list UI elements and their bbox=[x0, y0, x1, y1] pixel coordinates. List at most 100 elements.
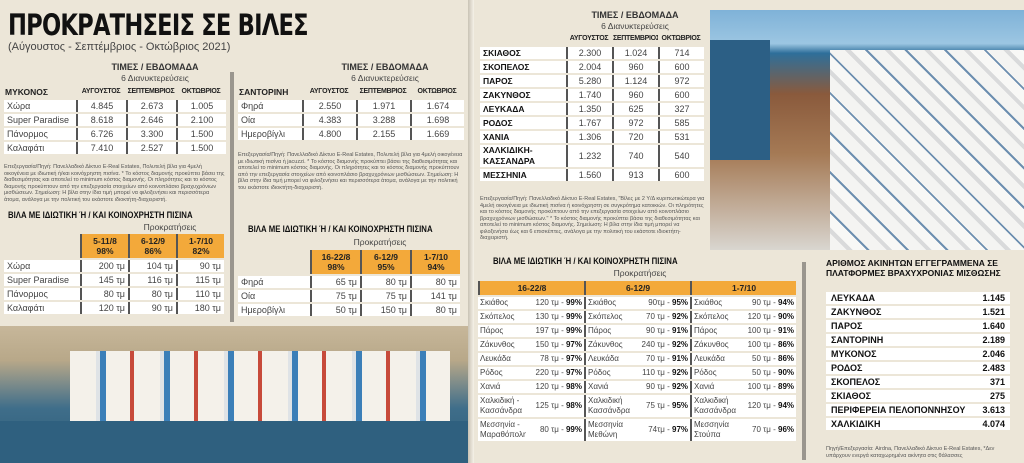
occupancy-pct: 92% bbox=[672, 368, 689, 377]
price-cell: 180 τμ bbox=[176, 302, 224, 314]
price-occupancy-cell: 90 τμ - 91% bbox=[632, 325, 691, 337]
count-cell: 371 bbox=[966, 376, 1010, 388]
price-cell: 65 τμ bbox=[310, 276, 360, 288]
place-cell: Λευκάδα bbox=[478, 353, 526, 365]
price-cell: 1.232 bbox=[566, 145, 612, 167]
table-row: ΣΚΟΠΕΛΟΣ 2.004 960 600 bbox=[480, 61, 704, 73]
count-cell: 4.074 bbox=[966, 418, 1010, 430]
price-occupancy-cell: 240 τμ - 92% bbox=[632, 339, 691, 351]
column-divider bbox=[230, 72, 234, 322]
price-cell: 2.646 bbox=[126, 114, 176, 126]
price-cell: 531 bbox=[658, 131, 704, 143]
nights-label: 6 Διανυκτερεύσεις bbox=[121, 73, 189, 83]
table-row: ΜΥΚΟΝΟΣ 2.046 bbox=[826, 348, 1010, 360]
price: 70 τμ bbox=[646, 354, 665, 363]
price-cell: 972 bbox=[658, 75, 704, 87]
price-cell: 972 bbox=[612, 117, 658, 129]
santorini-pool-title: ΒΙΛΑ ΜΕ ΙΔΙΩΤΙΚΗ Ή / ΚΑΙ ΚΟΙΝΟΧΡΗΣΤΗ ΠΙΣ… bbox=[248, 224, 433, 235]
table-row: ΣΑΝΤΟΡΙΝΗ 2.189 bbox=[826, 334, 1010, 346]
occupancy-pct: 86% bbox=[144, 246, 162, 256]
table-row: Χαλκιδική - Κασσάνδρα 125 τμ - 98% Χαλκιδι… bbox=[478, 395, 797, 417]
place-cell: Super Paradise bbox=[4, 114, 76, 126]
price: 50 τμ bbox=[752, 354, 771, 363]
price-cell: 120 τμ bbox=[80, 302, 128, 314]
blank-header bbox=[238, 250, 310, 274]
occupancy-pct: 91% bbox=[778, 326, 795, 335]
price-occupancy-cell: 74τμ - 97% bbox=[632, 419, 691, 441]
occupancy-pct: 99% bbox=[565, 326, 582, 335]
price-cell: 720 bbox=[612, 131, 658, 143]
occupancy-pct: 98% bbox=[96, 246, 114, 256]
count-cell: 1.521 bbox=[966, 306, 1010, 318]
period-dates: 16-22/8 bbox=[321, 252, 351, 262]
price-cell: 585 bbox=[658, 117, 704, 129]
header-row: 5-11/8 98% 6-12/9 86% 1-7/10 82% bbox=[4, 234, 224, 258]
price: 90 τμ bbox=[752, 298, 771, 307]
price-occupancy-cell: 125 τμ - 98% bbox=[526, 395, 584, 417]
period-header: 1-7/10 94% bbox=[410, 250, 460, 274]
occupancy-pct: 98% bbox=[565, 382, 582, 391]
price-cell: 80 τμ bbox=[360, 276, 410, 288]
occupancy-pct: 82% bbox=[192, 246, 210, 256]
price: 90τμ bbox=[648, 298, 665, 307]
price-cell: 115 τμ bbox=[176, 274, 224, 286]
region-cell: ΣΚΙΑΘΟΣ bbox=[826, 390, 966, 402]
place-cell: Σκιάθος bbox=[478, 297, 526, 309]
price: 100 τμ bbox=[747, 326, 771, 335]
place-cell: Λευκάδα bbox=[584, 353, 632, 365]
table-row: Οία 4.383 3.288 1.698 bbox=[238, 114, 464, 126]
price-cell: 1.767 bbox=[566, 117, 612, 129]
occupancy-pct: 90% bbox=[778, 312, 795, 321]
table-row: Πάνορμος 80 τμ 80 τμ 110 τμ bbox=[4, 288, 224, 300]
listings-note: Πηγή/Επεξεργασία: Airdna, Πανελλαδικό Δί… bbox=[826, 446, 995, 459]
table-row: ΠΑΡΟΣ 5.280 1.124 972 bbox=[480, 75, 704, 87]
table-row: Ζάκυνθος 150 τμ - 97% Ζάκυνθος 240 τμ - 92%… bbox=[478, 339, 797, 351]
occupancy-pct: 95% bbox=[672, 298, 689, 307]
price-cell: 1.669 bbox=[410, 128, 464, 140]
price-occupancy-cell: 220 τμ - 97% bbox=[526, 367, 584, 379]
price-cell: 90 τμ bbox=[176, 260, 224, 272]
price-occupancy-cell: 150 τμ - 97% bbox=[526, 339, 584, 351]
price: 125 τμ bbox=[535, 401, 559, 410]
listings-title: ΑΡΙΘΜΟΣ ΑΚΙΝΗΤΩΝ ΕΓΓΕΓΡΑΜΜΕΝΑ ΣΕ ΠΛΑΤΦΟΡ… bbox=[826, 258, 1001, 278]
table-row: Πάνορμος 6.726 3.300 1.500 bbox=[4, 128, 226, 140]
price-cell: 1.306 bbox=[566, 131, 612, 143]
price-cell: 4.383 bbox=[302, 114, 356, 126]
occupancy-pct: 90% bbox=[778, 368, 795, 377]
prices-week-label: ΤΙΜΕΣ / ΕΒΔΟΜΑΔΑ bbox=[341, 62, 429, 72]
month-header-oct: ΟΚΤΩΒΡΙΟΣ bbox=[181, 88, 221, 95]
place-cell: Πάρος bbox=[478, 325, 526, 337]
price-cell: 740 bbox=[612, 145, 658, 167]
price-cell: 2.004 bbox=[566, 61, 612, 73]
bookings-label: Προκρατήσεις bbox=[613, 268, 667, 278]
month-header-sep: ΣΕΠΤΕΜΒΡΙΟΣ bbox=[127, 88, 175, 95]
santorini-note: Επεξεργασία/Πηγή: Πανελλαδικό Δίκτυο Ε-R… bbox=[238, 152, 463, 191]
month-header-oct: ΟΚΤΩΒΡΙΟΣ bbox=[661, 35, 701, 42]
place-cell: Χαλκιδική Κασσάνδρα bbox=[690, 395, 739, 417]
price-occupancy-cell: 110 τμ - 92% bbox=[632, 367, 691, 379]
table-row: ΜΕΣΣΗΝΙΑ 1.560 913 600 bbox=[480, 169, 704, 181]
place-cell: Ρόδος bbox=[478, 367, 526, 379]
period-header: 6-12/9 95% bbox=[360, 250, 410, 274]
table-row: Χανιά 120 τμ - 98% Χανιά 90 τμ - 92% Χανιά 10… bbox=[478, 381, 797, 393]
price-cell: 75 τμ bbox=[310, 290, 360, 302]
price: 240 τμ bbox=[641, 340, 665, 349]
bookings-label: Προκρατήσεις bbox=[143, 222, 197, 232]
price: 78 τμ bbox=[539, 354, 559, 363]
price-cell: 2.300 bbox=[566, 47, 612, 59]
price-cell: 2.155 bbox=[356, 128, 410, 140]
price-cell: 913 bbox=[612, 169, 658, 181]
price-cell: 1.124 bbox=[612, 75, 658, 87]
place-cell: ΖΑΚΥΝΘΟΣ bbox=[480, 89, 566, 101]
price: 70 τμ bbox=[752, 425, 771, 434]
price-cell: 625 bbox=[612, 103, 658, 115]
price-occupancy-cell: 70 τμ - 96% bbox=[738, 419, 797, 441]
mykonos-little-venice-photo bbox=[0, 326, 470, 463]
price-occupancy-cell: 50 τμ - 90% bbox=[738, 367, 797, 379]
place-cell: ΣΚΙΑΘΟΣ bbox=[480, 47, 566, 59]
price: 130 τμ bbox=[535, 312, 559, 321]
table-row: Σκόπελος 130 τμ - 99% Σκόπελος 70 τμ - 92% Σ… bbox=[478, 311, 797, 323]
price-occupancy-cell: 120 τμ - 99% bbox=[526, 297, 584, 309]
place-cell: Καλαφάτι bbox=[4, 142, 76, 154]
price-cell: 540 bbox=[658, 145, 704, 167]
